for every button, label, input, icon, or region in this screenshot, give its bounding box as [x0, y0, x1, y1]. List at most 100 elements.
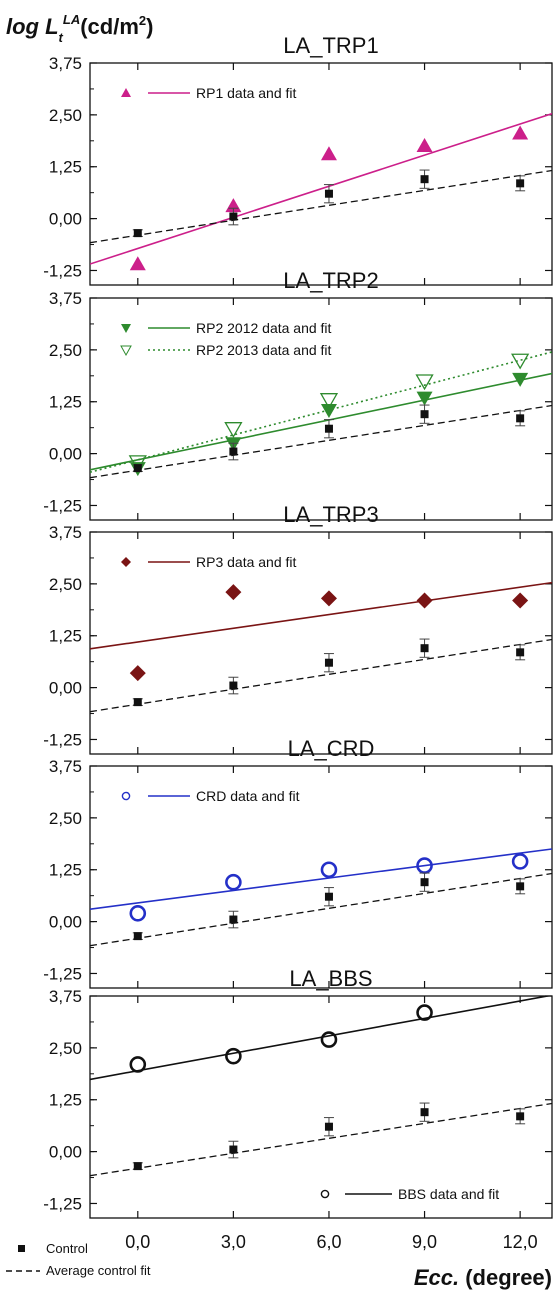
panel-la-trp1: LA_TRP1 3,75 2,50 1,25 0,00 -1,25 RP1 data and…: [43, 33, 553, 286]
rp1-data-point: [320, 146, 337, 161]
y-axis-label-unit-sup: 2: [139, 13, 146, 28]
rp3-data-point: [225, 584, 242, 601]
legend-marker: [121, 88, 131, 97]
legend-entry: RP1 data and fit: [121, 85, 297, 101]
plot-points: [129, 1004, 526, 1171]
control-data-point: [516, 179, 525, 188]
rp3-data-point: [512, 592, 529, 609]
y-tick-label: 0,00: [49, 913, 82, 932]
panel-title: LA_CRD: [288, 736, 375, 761]
panel-la-bbs: LA_BBS 3,75 2,50 1,25 0,00 -1,25 BBS data and …: [43, 966, 553, 1219]
control-data-point: [324, 189, 333, 198]
rp3-data-point: [416, 592, 433, 609]
control-data-point: [229, 915, 238, 924]
panel-la-crd: LA_CRD 3,75 2,50 1,25 0,00 -1,25 CRD data and …: [43, 736, 553, 989]
y-tick-label: 2,50: [49, 106, 82, 125]
y-axis-label-sup: LA: [63, 12, 80, 27]
y-tick-label: 1,25: [49, 627, 82, 646]
y-axis-label-unit: (cd/m: [80, 14, 139, 39]
crd-data-point: [225, 873, 242, 891]
rp3-data-point: [129, 665, 146, 682]
x-tick-label: 9,0: [412, 1232, 437, 1252]
bbs-data-point: [129, 1056, 147, 1073]
rp2-2013-data-point: [415, 374, 434, 391]
legend-label: RP3 data and fit: [196, 554, 297, 570]
control-data-point: [133, 1162, 142, 1171]
control-fit-line: [90, 169, 552, 244]
y-tick-label: -1,25: [43, 261, 82, 280]
control-data-point: [229, 681, 238, 690]
control-fit-line: [90, 638, 552, 713]
y-tick-label: 3,75: [49, 289, 82, 308]
legend-entry: CRD data and fit: [121, 788, 300, 804]
y-tick-label: 1,25: [49, 861, 82, 880]
y-tick-label: -1,25: [43, 964, 82, 983]
y-tick-label: 2,50: [49, 1039, 82, 1058]
bbs-data-point: [416, 1004, 433, 1021]
control-fit-legend-label: Average control fit: [46, 1263, 151, 1278]
control-legend-label: Control: [46, 1241, 88, 1256]
y-axis-label-main: log L: [6, 14, 59, 39]
rp2-2012-data-point: [416, 391, 433, 406]
y-tick-label: 3,75: [49, 523, 82, 542]
panel-title: LA_BBS: [289, 966, 372, 991]
panels: LA_TRP1 3,75 2,50 1,25 0,00 -1,25 RP1 data and…: [43, 33, 553, 1219]
rp2-2013-data-point: [128, 455, 147, 472]
y-tick-label: 0,00: [49, 210, 82, 229]
y-tick-label: 0,00: [49, 679, 82, 698]
x-tick-label: 6,0: [316, 1232, 341, 1252]
bbs-data-point: [225, 1047, 242, 1065]
control-legend-marker: [18, 1245, 25, 1252]
panel-la-trp3: LA_TRP3 3,75 2,50 1,25 0,00 -1,25 RP3 data and…: [43, 502, 553, 755]
control-data-point: [516, 414, 525, 423]
y-tick-label: 1,25: [49, 393, 82, 412]
y-tick-label: 0,00: [49, 1143, 82, 1162]
legend-marker: [120, 345, 132, 357]
x-tick-label: 12,0: [503, 1232, 538, 1252]
control-data-point: [229, 447, 238, 456]
rp1-data-point: [129, 256, 146, 271]
control-data-point: [324, 1122, 333, 1131]
legend-label: RP2 2012 data and fit: [196, 320, 332, 336]
x-tick-label: 0,0: [125, 1232, 150, 1252]
crd-fit-line: [90, 848, 552, 910]
control-data-point: [133, 698, 142, 707]
control-data-point: [324, 892, 333, 901]
rp2-2013-data-point: [319, 393, 339, 409]
control-fit-line: [90, 1102, 552, 1177]
plot-points: [128, 353, 530, 477]
rp3-fit-line: [90, 581, 552, 650]
y-tick-label: 2,50: [49, 575, 82, 594]
y-axis-label-sub: t: [59, 30, 64, 45]
panel-title: LA_TRP3: [283, 502, 378, 527]
control-data-point: [516, 648, 525, 657]
y-tick-label: 3,75: [49, 54, 82, 73]
legend-entry: BBS data and fit: [320, 1186, 499, 1202]
panel-la-trp2: LA_TRP2 3,75 2,50 1,25 0,00 -1,25 RP2 2012 dat…: [43, 268, 553, 521]
plot-frame: [89, 995, 553, 1219]
rp2-2013-data-point: [511, 353, 530, 370]
rp1-fit-line: [90, 112, 552, 265]
rp1-data-point: [416, 137, 433, 152]
crd-data-point: [511, 853, 529, 870]
rp2-2013-data-point: [224, 422, 243, 439]
legend-label: BBS data and fit: [398, 1186, 499, 1202]
crd-data-point: [129, 905, 147, 922]
y-tick-label: 3,75: [49, 757, 82, 776]
legend-marker: [121, 557, 131, 567]
control-data-point: [420, 1108, 429, 1117]
control-data-point: [133, 932, 142, 941]
y-tick-label: 3,75: [49, 987, 82, 1006]
y-tick-label: 2,50: [49, 809, 82, 828]
rp2-2012-data-point: [512, 372, 529, 387]
plot-frame: [89, 62, 553, 286]
panel-title: LA_TRP1: [283, 33, 378, 58]
y-tick-label: -1,25: [43, 496, 82, 515]
shared-legend: Control Average control fit: [6, 1241, 151, 1278]
control-data-point: [420, 878, 429, 887]
rp1-data-point: [512, 125, 529, 140]
legend-marker: [320, 1189, 330, 1199]
legend-marker: [121, 791, 131, 801]
plot-frame: [89, 765, 553, 989]
